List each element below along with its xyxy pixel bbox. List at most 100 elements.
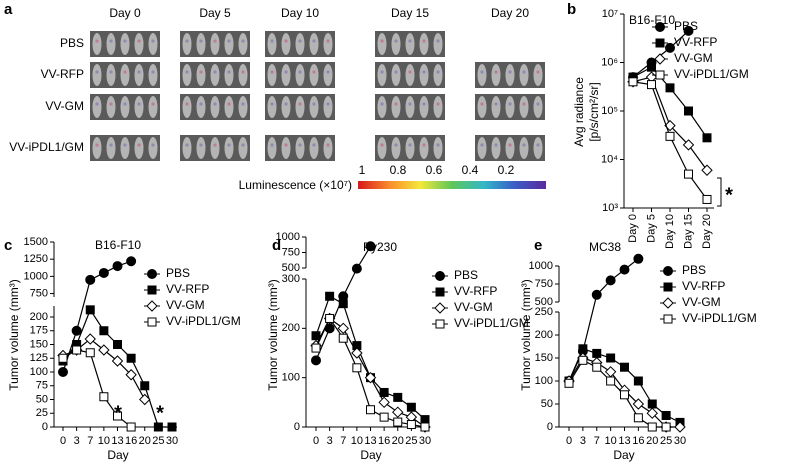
marker bbox=[153, 422, 163, 432]
mouse bbox=[224, 137, 234, 159]
colorbar-tick-label: 0.4 bbox=[462, 163, 479, 177]
marker bbox=[434, 302, 446, 314]
marker bbox=[351, 263, 362, 274]
marker bbox=[111, 355, 124, 367]
marker bbox=[702, 133, 712, 143]
signal bbox=[436, 70, 440, 74]
marker bbox=[661, 411, 671, 420]
mouse bbox=[295, 33, 305, 55]
signal bbox=[436, 102, 440, 106]
signal bbox=[185, 39, 189, 43]
signal bbox=[312, 143, 316, 147]
signal bbox=[137, 39, 141, 43]
signal bbox=[312, 70, 316, 74]
marker bbox=[72, 345, 82, 355]
x-tick-label: 10 bbox=[605, 435, 617, 447]
marker bbox=[435, 319, 445, 329]
legend-label: VV-RFP bbox=[674, 35, 717, 49]
column-header: Day 20 bbox=[491, 6, 529, 20]
marker bbox=[85, 274, 96, 285]
colorbar-tick-label: 1 bbox=[359, 163, 366, 177]
marker bbox=[684, 169, 693, 179]
colorbar-tick-label: 0.8 bbox=[390, 163, 407, 177]
mouse bbox=[377, 96, 387, 118]
marker bbox=[420, 422, 430, 432]
y-tick-label: 10³ bbox=[602, 202, 618, 214]
annotation: * bbox=[725, 184, 733, 206]
signal bbox=[298, 102, 302, 106]
mouse bbox=[391, 64, 401, 86]
signal bbox=[422, 143, 426, 147]
signal bbox=[185, 70, 189, 74]
mouse bbox=[106, 137, 116, 159]
marker bbox=[99, 326, 109, 336]
y-tick-label: 1500 bbox=[24, 236, 48, 248]
signal bbox=[408, 143, 412, 147]
x-tick-label: 25 bbox=[660, 435, 672, 447]
mouse bbox=[238, 33, 248, 55]
mouse bbox=[106, 96, 116, 118]
mouse bbox=[309, 137, 319, 159]
marker bbox=[665, 42, 675, 53]
signal bbox=[536, 102, 540, 106]
column-header: Day 5 bbox=[199, 6, 231, 20]
annotation: * bbox=[114, 402, 122, 424]
signal bbox=[494, 70, 498, 74]
y-tick-label: 10⁷ bbox=[602, 8, 618, 20]
marker bbox=[647, 422, 657, 432]
marker bbox=[564, 378, 574, 388]
marker bbox=[58, 353, 68, 363]
signal bbox=[298, 143, 302, 147]
signal bbox=[312, 39, 316, 43]
mouse bbox=[281, 137, 291, 159]
marker bbox=[113, 411, 122, 421]
y-axis-label: [p/s/cm²/sr] bbox=[587, 82, 601, 141]
marker bbox=[663, 314, 673, 324]
y-tick-label: 1000 bbox=[24, 270, 48, 282]
x-tick-label: 3 bbox=[580, 435, 586, 447]
marker bbox=[661, 422, 671, 432]
mouse bbox=[210, 33, 220, 55]
mouse bbox=[309, 96, 319, 118]
marker bbox=[606, 353, 616, 363]
marker bbox=[126, 256, 137, 267]
signal bbox=[199, 39, 203, 43]
bracket bbox=[717, 177, 722, 207]
y-tick-label: 125 bbox=[30, 352, 48, 364]
mouse bbox=[295, 96, 305, 118]
signal bbox=[508, 143, 512, 147]
mouse bbox=[120, 137, 130, 159]
mouse bbox=[391, 137, 401, 159]
marker bbox=[578, 344, 588, 354]
y-tick-label: 75 bbox=[36, 380, 48, 392]
marker bbox=[592, 362, 602, 372]
signal bbox=[123, 39, 127, 43]
x-tick-label: Day 10 bbox=[664, 214, 676, 249]
signal bbox=[298, 70, 302, 74]
mouse bbox=[405, 96, 415, 118]
x-tick-label: 0 bbox=[566, 435, 572, 447]
y-tick-label: 200 bbox=[282, 322, 300, 334]
mouse bbox=[505, 96, 515, 118]
signal bbox=[508, 70, 512, 74]
x-axis-label: Day bbox=[613, 448, 634, 462]
y-tick-label: 0 bbox=[547, 421, 553, 433]
mouse bbox=[419, 137, 429, 159]
marker bbox=[84, 333, 96, 345]
signal bbox=[394, 39, 398, 43]
y-tick-label: 200 bbox=[535, 329, 553, 341]
chart-title: MC38 bbox=[589, 240, 621, 254]
marker bbox=[125, 369, 137, 381]
chart-title: B16-F10 bbox=[95, 238, 141, 252]
mouse bbox=[224, 33, 234, 55]
signal bbox=[326, 102, 330, 106]
x-axis-label: Day bbox=[107, 448, 128, 462]
signal bbox=[213, 102, 217, 106]
mouse bbox=[120, 33, 130, 55]
signal bbox=[137, 102, 141, 106]
signal bbox=[199, 102, 203, 106]
mouse bbox=[491, 64, 501, 86]
marker bbox=[406, 420, 416, 430]
legend-label: VV-iPDL1/GM bbox=[682, 311, 757, 325]
